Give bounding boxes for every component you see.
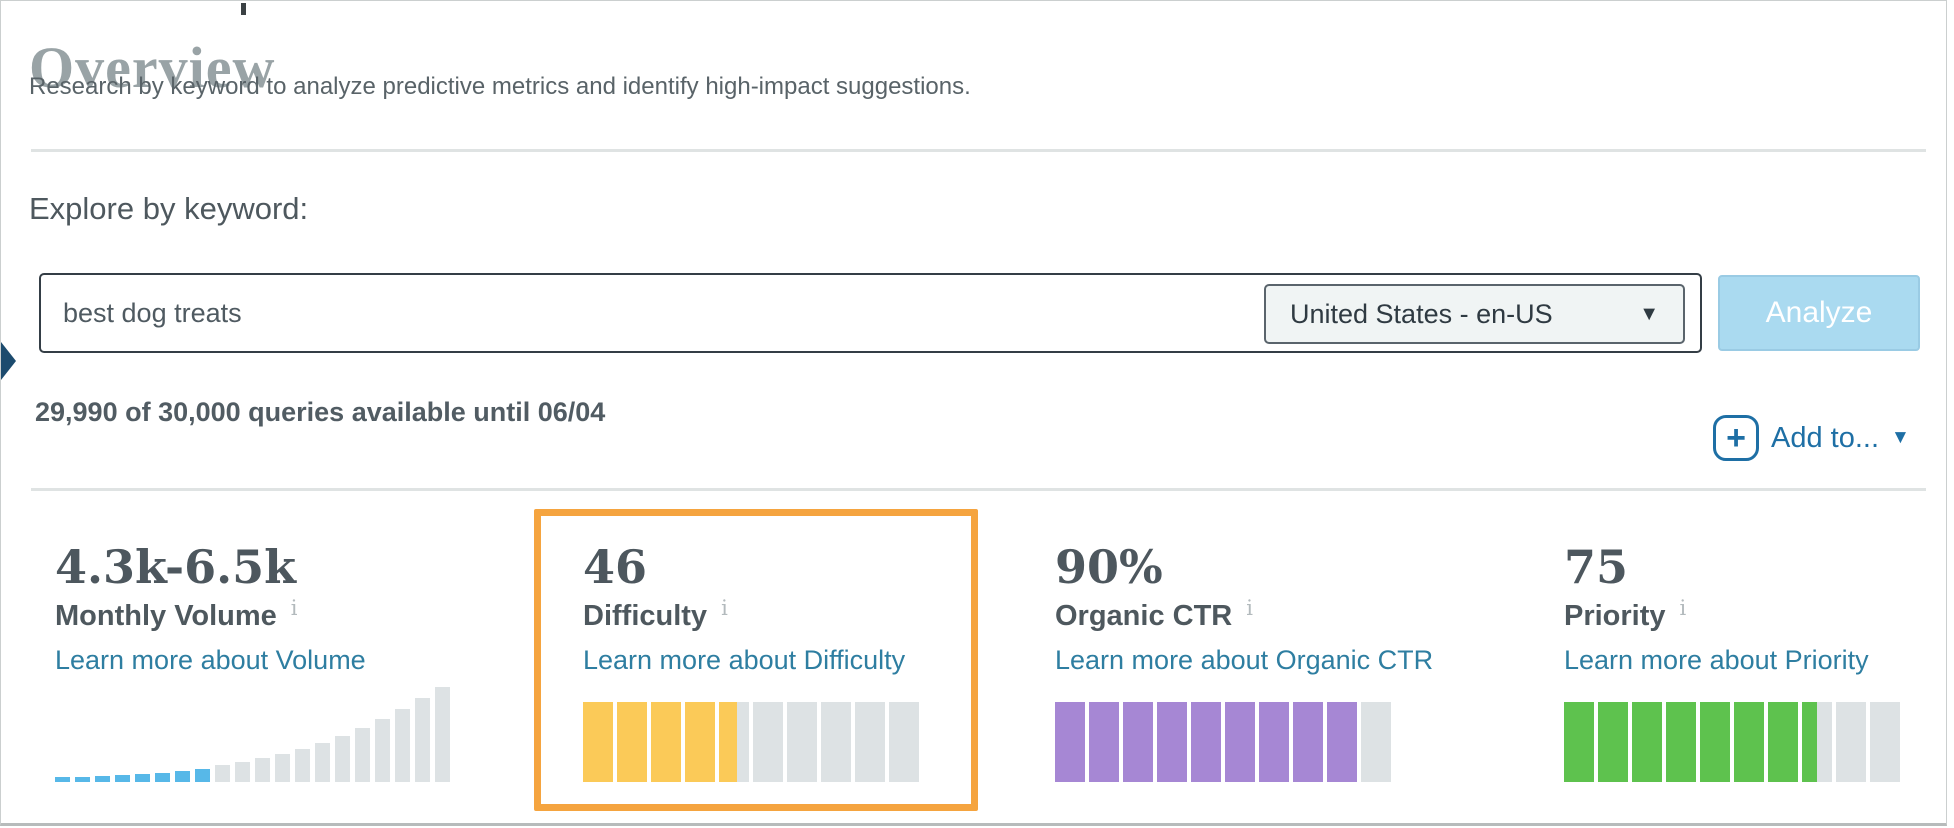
analyze-button[interactable]: Analyze — [1718, 275, 1920, 351]
priority-score-blocks — [1564, 702, 1954, 782]
volume-bar — [435, 687, 450, 782]
priority-value: 75 — [1564, 540, 1629, 594]
learn-more-volume-link[interactable]: Learn more about Volume — [55, 645, 366, 675]
score-block — [1870, 702, 1900, 782]
info-icon[interactable]: i — [721, 596, 728, 620]
volume-bar — [415, 698, 430, 782]
info-icon[interactable]: i — [1246, 596, 1253, 620]
volume-bar — [335, 736, 350, 782]
score-block — [1564, 702, 1594, 782]
score-block — [1089, 702, 1119, 782]
score-block — [787, 702, 817, 782]
keyword-search-box: United States - en-US ▼ — [39, 273, 1702, 353]
score-block — [1700, 702, 1730, 782]
score-block — [1327, 702, 1357, 782]
page-title: Overview — [29, 34, 276, 100]
locale-select[interactable]: United States - en-US ▼ — [1264, 284, 1685, 344]
add-to-label: Add to... — [1771, 421, 1880, 454]
score-block — [1768, 702, 1798, 782]
divider — [31, 149, 1926, 152]
score-block — [617, 702, 647, 782]
organic-ctr-label: Organic CTR — [1055, 600, 1233, 632]
score-block — [1191, 702, 1221, 782]
difficulty-score-blocks — [583, 702, 1053, 782]
chevron-down-icon: ▼ — [1891, 427, 1910, 448]
explore-by-keyword-heading: Explore by keyword: — [29, 191, 309, 226]
cursor-artifact — [241, 3, 246, 15]
score-block — [1802, 702, 1832, 782]
metric-card-organic-ctr: 90% Organic CTR i Learn more about Organ… — [1055, 541, 1525, 782]
score-block — [1734, 702, 1764, 782]
volume-bar — [195, 769, 210, 782]
monthly-volume-value: 4.3k-6.5k — [55, 540, 297, 594]
volume-bar — [95, 776, 110, 782]
score-block — [1361, 702, 1391, 782]
info-icon[interactable]: i — [290, 596, 298, 620]
chevron-down-icon: ▼ — [1639, 302, 1659, 325]
volume-bar — [155, 773, 170, 782]
left-edge-arrow-marker — [1, 342, 16, 380]
score-block — [1598, 702, 1628, 782]
locale-selected-value: United States - en-US — [1290, 298, 1553, 329]
score-block — [1836, 702, 1866, 782]
metric-card-priority: 75 Priority i Learn more about Priority — [1564, 541, 1954, 782]
score-block — [1225, 702, 1255, 782]
score-block — [1293, 702, 1323, 782]
difficulty-value: 46 — [583, 540, 648, 594]
score-block — [1055, 702, 1085, 782]
learn-more-organic-ctr-link[interactable]: Learn more about Organic CTR — [1055, 645, 1434, 675]
score-block — [1632, 702, 1662, 782]
score-block — [685, 702, 715, 782]
monthly-volume-label: Monthly Volume — [55, 600, 277, 632]
score-block — [1157, 702, 1187, 782]
score-block — [1259, 702, 1289, 782]
score-block — [821, 702, 851, 782]
volume-bar — [275, 754, 290, 782]
info-icon[interactable]: i — [1679, 596, 1687, 620]
plus-icon: + — [1713, 415, 1759, 461]
volume-bar — [135, 774, 150, 782]
learn-more-priority-link[interactable]: Learn more about Priority — [1564, 645, 1869, 675]
volume-bar — [355, 728, 370, 782]
score-block — [1666, 702, 1696, 782]
score-block — [855, 702, 885, 782]
difficulty-highlight-box — [534, 509, 978, 811]
volume-bar — [375, 719, 390, 782]
divider — [31, 488, 1926, 491]
organic-ctr-value: 90% — [1055, 540, 1163, 594]
volume-bar — [255, 758, 270, 782]
score-block — [1123, 702, 1153, 782]
add-to-button[interactable]: + Add to... ▼ — [1713, 415, 1910, 461]
volume-bar — [315, 743, 330, 782]
volume-bar — [175, 771, 190, 782]
score-block — [753, 702, 783, 782]
score-block — [651, 702, 681, 782]
score-block — [583, 702, 613, 782]
metric-card-monthly-volume: 4.3k-6.5k Monthly Volume i Learn more ab… — [55, 541, 525, 782]
metric-card-difficulty: 46 Difficulty i Learn more about Difficu… — [583, 541, 1053, 782]
priority-label: Priority — [1564, 600, 1666, 632]
volume-bar — [75, 777, 90, 782]
volume-bar — [295, 749, 310, 782]
score-block — [719, 702, 749, 782]
page-subtitle: Research by keyword to analyze predictiv… — [29, 73, 971, 100]
organic-ctr-score-blocks — [1055, 702, 1525, 782]
query-quota-text: 29,990 of 30,000 queries available until… — [35, 397, 606, 427]
volume-bar — [215, 765, 230, 782]
score-block — [889, 702, 919, 782]
volume-histogram — [55, 687, 525, 782]
learn-more-difficulty-link[interactable]: Learn more about Difficulty — [583, 645, 906, 675]
volume-bar — [55, 777, 70, 782]
difficulty-label: Difficulty — [583, 600, 708, 632]
volume-bar — [395, 709, 410, 782]
volume-bar — [115, 775, 130, 782]
volume-bar — [235, 762, 250, 782]
